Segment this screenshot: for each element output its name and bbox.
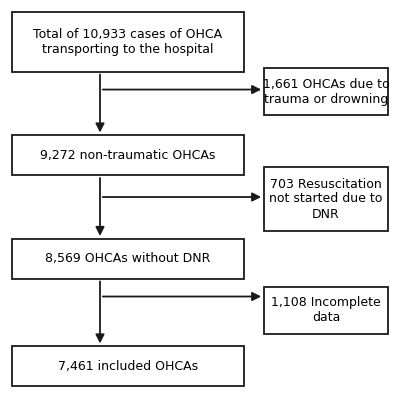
Text: 8,569 OHCAs without DNR: 8,569 OHCAs without DNR [45, 252, 211, 265]
Text: 1,108 Incomplete
data: 1,108 Incomplete data [271, 297, 381, 324]
Text: 7,461 included OHCAs: 7,461 included OHCAs [58, 360, 198, 373]
FancyBboxPatch shape [12, 239, 244, 279]
FancyBboxPatch shape [12, 12, 244, 72]
FancyBboxPatch shape [264, 167, 388, 231]
Text: Total of 10,933 cases of OHCA
transporting to the hospital: Total of 10,933 cases of OHCA transporti… [34, 28, 222, 56]
Text: 9,272 non-traumatic OHCAs: 9,272 non-traumatic OHCAs [40, 149, 216, 162]
Text: 1,661 OHCAs due to
trauma or drowning: 1,661 OHCAs due to trauma or drowning [263, 78, 389, 105]
FancyBboxPatch shape [264, 68, 388, 115]
FancyBboxPatch shape [12, 346, 244, 386]
FancyBboxPatch shape [264, 287, 388, 334]
Text: 703 Resuscitation
not started due to
DNR: 703 Resuscitation not started due to DNR [269, 178, 383, 220]
FancyBboxPatch shape [12, 135, 244, 175]
